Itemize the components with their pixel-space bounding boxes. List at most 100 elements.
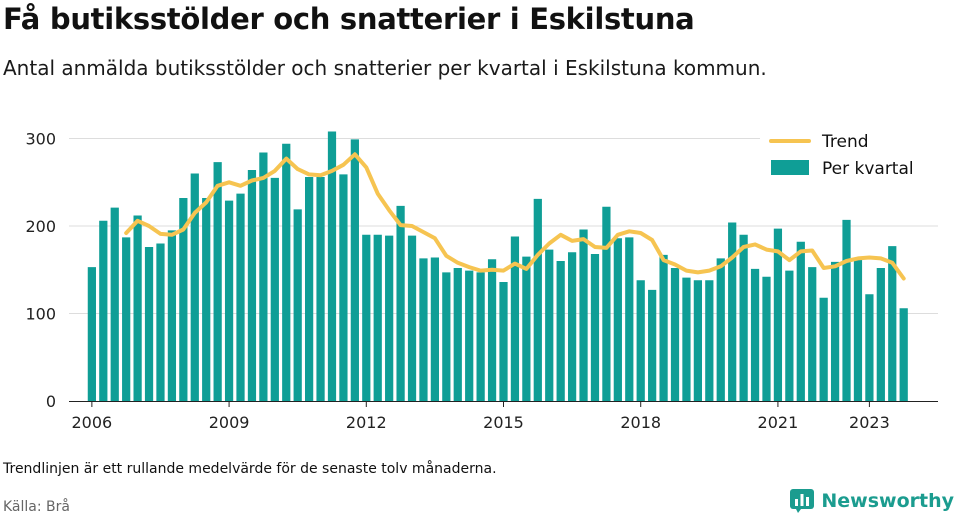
x-tick-label: 2018 — [620, 413, 661, 432]
bar — [430, 257, 440, 401]
bar — [533, 198, 542, 401]
bar — [202, 198, 211, 401]
bar — [110, 207, 119, 401]
bar — [510, 236, 520, 401]
bar — [144, 247, 154, 401]
axes: 0 100 200 300 2006 2009 2012 2015 2018 2021 2023 — [25, 130, 938, 432]
bar — [396, 205, 405, 401]
bar — [888, 246, 897, 401]
bar — [385, 235, 394, 401]
legend-background — [760, 124, 938, 188]
bar — [648, 289, 657, 401]
bar — [179, 198, 188, 401]
bar — [773, 228, 783, 401]
bars — [87, 131, 908, 401]
bar — [259, 152, 268, 401]
bar — [213, 162, 222, 401]
bar — [796, 241, 805, 401]
bar — [567, 252, 577, 401]
y-tick-label: 200 — [25, 217, 56, 236]
legend: Trend Per kvartal — [760, 124, 938, 188]
bar — [670, 268, 680, 401]
bar — [442, 272, 451, 401]
bar — [133, 215, 142, 401]
bar — [762, 276, 771, 401]
bar — [522, 256, 531, 401]
x-tick-label: 2006 — [72, 413, 113, 432]
bar — [716, 258, 725, 401]
bar — [99, 220, 108, 401]
bar — [247, 170, 257, 401]
bar — [579, 229, 588, 401]
legend-bar-label: Per kvartal — [822, 159, 914, 179]
bar — [705, 280, 714, 401]
bar — [613, 238, 622, 401]
bar — [373, 234, 382, 401]
bar — [636, 280, 645, 401]
bar — [305, 177, 314, 401]
bar — [842, 219, 851, 401]
bar — [87, 267, 96, 401]
bar — [190, 173, 199, 401]
bar — [270, 177, 279, 401]
bar — [682, 277, 691, 401]
footnote: Trendlinjen är ett rullande medelvärde f… — [3, 461, 497, 477]
brand-logo[interactable]: Newsworthy — [789, 488, 954, 514]
bar — [293, 209, 302, 401]
bar — [419, 258, 428, 401]
trend-line — [124, 152, 906, 281]
x-tick-label: 2015 — [483, 413, 524, 432]
bar — [602, 206, 611, 401]
bar — [316, 177, 325, 401]
bar-chart-icon — [790, 489, 815, 513]
bar — [899, 308, 908, 401]
chart-subtitle: Antal anmälda butiksstölder och snatteri… — [3, 56, 767, 80]
bar — [224, 200, 234, 401]
legend-bar-swatch — [771, 160, 809, 175]
chart: 0 100 200 300 2006 2009 2012 2015 2018 2021 2023 T… — [25, 124, 938, 432]
bar — [362, 234, 371, 401]
bar — [156, 243, 165, 401]
bar — [739, 234, 748, 401]
bar — [487, 259, 497, 401]
bar — [876, 268, 885, 401]
bar — [339, 174, 348, 401]
bar — [590, 254, 600, 401]
bar — [853, 258, 863, 401]
x-tick-label: 2012 — [346, 413, 387, 432]
bar — [545, 249, 554, 401]
bar — [407, 235, 417, 401]
trend-path — [124, 152, 906, 281]
bar — [282, 143, 291, 401]
bar — [236, 193, 245, 401]
y-tick-label: 0 — [46, 392, 56, 411]
bar — [728, 222, 737, 401]
brand-name: Newsworthy — [821, 490, 954, 512]
y-tick-label: 300 — [25, 130, 56, 149]
x-tick-label: 2023 — [849, 413, 890, 432]
x-tick-label: 2009 — [209, 413, 250, 432]
bar — [556, 261, 565, 401]
bar — [499, 282, 508, 401]
bar — [453, 268, 462, 401]
bar — [167, 230, 177, 401]
bar — [327, 131, 337, 401]
bar — [625, 237, 634, 401]
bar — [808, 267, 817, 401]
bar — [465, 270, 474, 401]
source: Källa: Brå — [3, 499, 70, 515]
bar — [819, 297, 828, 401]
bar — [476, 272, 485, 401]
chart-title: Få butiksstölder och snatterier i Eskils… — [3, 2, 695, 36]
legend-trend-label: Trend — [821, 132, 869, 152]
y-tick-label: 100 — [25, 305, 56, 324]
bar — [865, 294, 874, 401]
bar — [750, 268, 760, 401]
bar — [122, 237, 131, 401]
bar — [693, 280, 702, 401]
bar — [785, 270, 794, 401]
x-tick-label: 2021 — [758, 413, 799, 432]
bar — [830, 261, 840, 401]
bar — [350, 139, 359, 401]
bar — [659, 254, 668, 401]
